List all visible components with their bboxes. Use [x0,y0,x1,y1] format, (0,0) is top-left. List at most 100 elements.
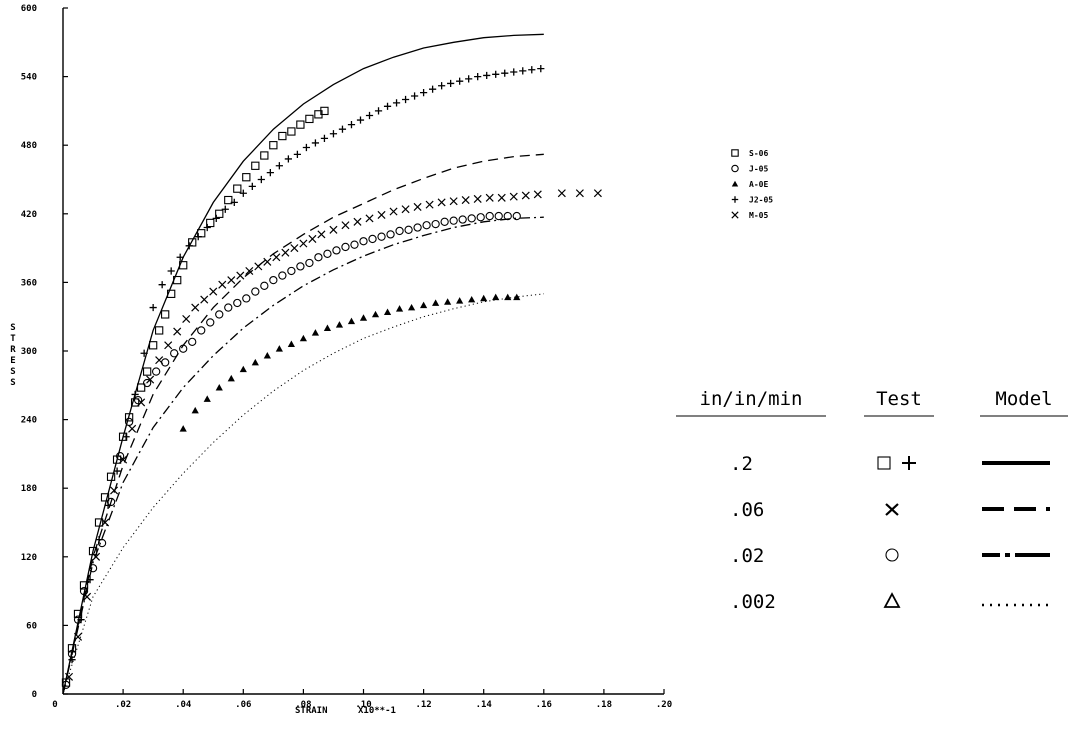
model-curve-p02 [62,216,544,695]
y-axis-title-letter: R [10,345,16,355]
point-j2-05 [275,162,283,170]
point-m-05 [437,198,446,207]
point-m-05 [290,244,299,253]
point-m-05 [497,193,506,202]
point-j2-05 [392,99,401,107]
point-s-06 [179,261,188,270]
point-a-0e [371,310,380,318]
x-tick-label: .12 [415,700,431,710]
point-a-0e [492,293,500,301]
point-j2-05 [122,433,130,441]
y-tick-label: 420 [21,210,37,220]
point-a-0e [215,383,223,391]
point-s-06 [173,275,182,285]
point-j2-05 [447,79,455,88]
point-m-05 [401,205,410,214]
point-m-05 [200,295,209,304]
legend-marker-j-05 [731,164,739,173]
point-j2-05 [158,281,166,289]
point-j2-05 [194,233,202,241]
legend-marker-j2-05 [731,196,739,203]
x-axis-title-suffix: X10**-1 [358,706,396,716]
point-j-05 [368,234,377,244]
point-s-06 [242,173,251,182]
point-j2-05 [167,267,175,275]
point-a-0e [335,321,344,328]
legend-label-a-0e: A-0E [749,180,768,189]
point-m-05 [92,552,101,561]
point-j2-05 [519,67,527,75]
legend-label-s-06: S-06 [749,149,768,158]
point-j-05 [431,219,440,229]
point-j2-05 [257,175,265,184]
x-tick-label: .02 [115,700,131,710]
point-s-06 [124,413,134,422]
point-j2-05 [501,69,509,77]
point-a-0e [347,317,356,325]
point-j2-05 [239,189,247,197]
y-axis-title-letter: S [10,367,15,377]
point-j-05 [224,303,233,312]
point-a-0e [311,329,320,336]
point-s-06 [136,383,146,392]
point-m-05 [245,266,254,275]
legend-marker-a-0e [731,180,739,187]
point-j2-05 [410,92,419,100]
point-j2-05 [429,85,437,93]
point-s-06 [215,209,224,218]
point-m-05 [110,486,119,495]
point-j2-05 [131,390,139,399]
point-j2-05 [140,349,148,357]
point-m-05 [155,356,164,365]
point-s-06 [233,184,242,193]
point-m-05 [74,632,83,641]
point-j-05 [296,262,305,271]
point-j-05 [305,258,314,268]
rate-key-table: in/in/min Test Model .2 .06 .02 .002 [676,388,1068,613]
point-j-05 [476,213,485,222]
point-j2-05 [492,70,500,78]
point-m-05 [308,234,317,243]
point-s-06 [73,609,83,619]
point-m-05 [329,225,338,234]
point-j2-05 [302,143,311,152]
legend-label-j2-05: J2-05 [749,196,773,205]
point-j-05 [161,358,170,367]
point-j-05 [395,226,404,236]
point-s-06 [67,644,77,653]
key-rate-label: .2 [730,453,753,475]
y-tick-label: 480 [21,141,37,151]
point-j2-05 [383,102,392,110]
point-j2-05 [221,205,229,213]
point-a-0e [456,297,464,304]
point-j-05 [197,326,206,335]
y-tick-label: 0 [32,690,37,700]
point-j-05 [377,232,386,241]
point-j-05 [503,211,512,221]
point-j-05 [440,217,449,226]
point-m-05 [227,276,236,285]
y-axis-title-letter: S [10,323,15,333]
point-j2-05 [293,150,301,158]
point-j2-05 [311,139,320,147]
point-j-05 [494,211,503,221]
point-j-05 [359,237,368,246]
point-m-05 [218,280,227,289]
point-s-06 [305,114,314,124]
y-tick-label: 360 [21,278,37,288]
point-m-05 [263,257,272,266]
point-j-05 [323,249,332,258]
x-tick-label: .16 [536,700,552,710]
point-j-05 [512,211,521,221]
point-m-05 [137,398,146,407]
point-m-05 [146,375,155,384]
point-m-05 [281,248,290,257]
point-a-0e [191,406,199,414]
point-a-0e [275,345,283,352]
point-j-05 [332,246,341,255]
point-a-0e [468,295,476,303]
point-j2-05 [365,111,374,120]
point-m-05 [83,592,92,601]
point-j-05 [142,378,152,388]
point-j2-05 [465,75,473,83]
